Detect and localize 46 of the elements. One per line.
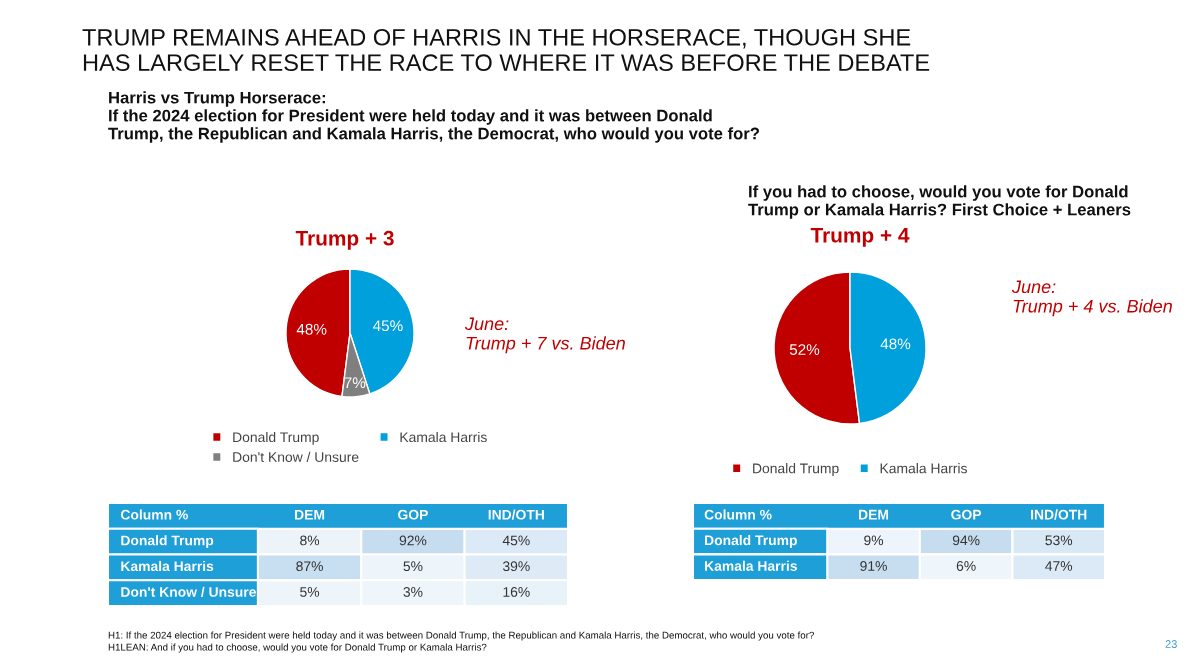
text: June: Trump + 7 vs. Biden [464,317,625,354]
y-tick-label: Kamala Harris [121,560,214,572]
text: H1: If the 2024 election for President were held today and it was between Donald Trump, the Republican and Kamala Harris, the Democrat, who would you vote for? [108,631,814,641]
legend-label: Donald Trump [233,431,319,445]
text: June: Trump + 4 vs. Biden [1011,280,1172,317]
data-label: 52% [789,344,820,355]
x-tick-label: IND/OTH [1031,509,1087,520]
x-tick-label: DEM [295,509,325,520]
chart-subtitle: Harris vs Trump Horserace: If the 2024 election for President were held today and it was between Donald Trump, the Republican and Kamala Harris, the Democrat, who would you vote for? [108,91,759,143]
y-tick-label: Donald Trump [121,535,214,549]
y-tick-label: Don't Know / Unsure [121,586,256,597]
x-tick-label: DEM [859,509,889,520]
data-label: 45% [372,320,403,332]
text: Trump + 3 [295,230,394,250]
data-label: 3% [403,587,423,597]
data-label: 6% [956,561,976,571]
x-tick-label: IND/OTH [488,509,544,520]
data-label: 9% [864,535,884,546]
data-label: 87% [296,561,323,572]
legend-label: Kamala Harris [400,431,487,443]
data-label: 5% [300,587,320,597]
legend-label: Don't Know / Unsure [233,451,359,462]
chart-title: TRUMP REMAINS AHEAD OF HARRIS IN THE HORSERACE, THOUGH SHE HAS LARGELY RESET THE RACE TO WHERE IT WAS BEFORE THE DEBATE [82,28,930,72]
legend-label: Kamala Harris [880,463,967,474]
x-tick-label: GOP [951,509,982,520]
data-label: 91% [860,561,887,571]
data-label: 5% [403,561,423,572]
text: Trump + 4 [810,228,910,247]
x-tick-label: GOP [398,509,428,520]
legend-label: Donald Trump [753,463,839,477]
data-label: 45% [502,535,530,546]
chart-title: Column % [704,509,772,520]
text: 23 [1165,640,1177,648]
data-label: 53% [1045,535,1073,546]
data-label: 48% [296,323,327,335]
data-label: 48% [880,338,911,350]
data-label: 39% [502,561,530,572]
data-label: 47% [1045,561,1073,571]
data-label: 92% [399,535,427,546]
chart-title: If you had to choose, would you vote for Donald Trump or Kamala Harris? First Choice + Leaners [748,185,1131,219]
data-label: 94% [952,535,980,546]
data-label: 8% [300,535,320,546]
text: H1LEAN: And if you had to choose, would you vote for Donald Trump or Kamala Harris? [108,643,487,653]
data-label: 7% [344,377,366,389]
chart-title: Column % [120,509,188,520]
data-label: 16% [503,587,530,597]
